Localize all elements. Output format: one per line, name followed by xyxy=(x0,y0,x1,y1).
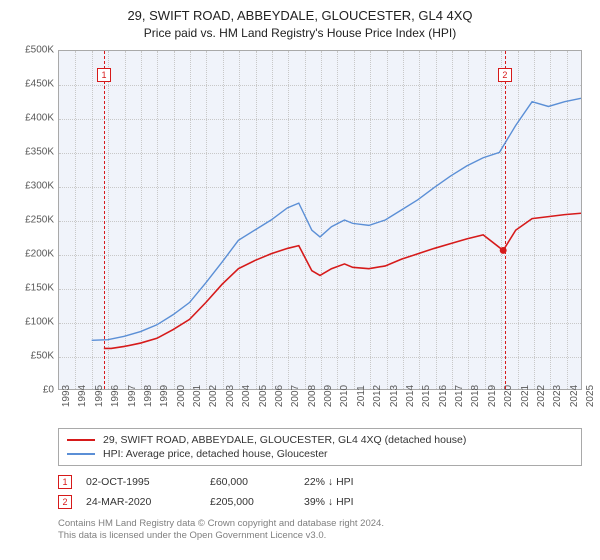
chart-area: 12 £0£50K£100K£150K£200K£250K£300K£350K£… xyxy=(10,46,590,426)
legend-box: 29, SWIFT ROAD, ABBEYDALE, GLOUCESTER, G… xyxy=(58,428,582,466)
footer-line-1: Contains HM Land Registry data © Crown c… xyxy=(58,518,582,530)
transaction-dot-2 xyxy=(500,247,507,254)
series-line-property xyxy=(104,213,581,348)
transactions-table: 1 02-OCT-1995 £60,000 22% ↓ HPI 2 24-MAR-2020… xyxy=(58,472,582,512)
legend-label: HPI: Average price, detached house, Glou… xyxy=(103,448,328,460)
chart-title: 29, SWIFT ROAD, ABBEYDALE, GLOUCESTER, G… xyxy=(10,8,590,23)
y-axis-label: £150K xyxy=(10,283,54,294)
y-axis-label: £100K xyxy=(10,317,54,328)
plot-region: 12 xyxy=(58,50,582,390)
transaction-row: 2 24-MAR-2020 £205,000 39% ↓ HPI xyxy=(58,492,582,512)
legend-item: 29, SWIFT ROAD, ABBEYDALE, GLOUCESTER, G… xyxy=(67,433,573,447)
transaction-date: 24-MAR-2020 xyxy=(86,496,196,508)
y-axis-label: £0 xyxy=(10,385,54,396)
chart-lines xyxy=(59,51,581,389)
chart-subtitle: Price paid vs. HM Land Registry's House … xyxy=(10,26,590,40)
chart-marker-2: 2 xyxy=(498,68,512,82)
transaction-date: 02-OCT-1995 xyxy=(86,476,196,488)
series-line-hpi xyxy=(92,98,581,340)
legend-label: 29, SWIFT ROAD, ABBEYDALE, GLOUCESTER, G… xyxy=(103,434,466,446)
x-axis-label: 2025 xyxy=(585,385,600,407)
transaction-pct-vs-hpi: 22% ↓ HPI xyxy=(304,476,394,488)
y-axis-label: £350K xyxy=(10,147,54,158)
y-axis-label: £50K xyxy=(10,351,54,362)
y-axis-label: £200K xyxy=(10,249,54,260)
y-axis-label: £250K xyxy=(10,215,54,226)
footer-attribution: Contains HM Land Registry data © Crown c… xyxy=(58,518,582,543)
transaction-price: £205,000 xyxy=(210,496,290,508)
transaction-price: £60,000 xyxy=(210,476,290,488)
transaction-pct-vs-hpi: 39% ↓ HPI xyxy=(304,496,394,508)
transaction-row: 1 02-OCT-1995 £60,000 22% ↓ HPI xyxy=(58,472,582,492)
y-axis-label: £450K xyxy=(10,79,54,90)
legend-swatch xyxy=(67,439,95,441)
chart-marker-1: 1 xyxy=(97,68,111,82)
transaction-marker-1: 1 xyxy=(58,475,72,489)
legend-item: HPI: Average price, detached house, Glou… xyxy=(67,447,573,461)
footer-line-2: This data is licensed under the Open Gov… xyxy=(58,530,582,542)
transaction-marker-2: 2 xyxy=(58,495,72,509)
y-axis-label: £500K xyxy=(10,45,54,56)
y-axis-label: £400K xyxy=(10,113,54,124)
legend-swatch xyxy=(67,453,95,455)
y-axis-label: £300K xyxy=(10,181,54,192)
